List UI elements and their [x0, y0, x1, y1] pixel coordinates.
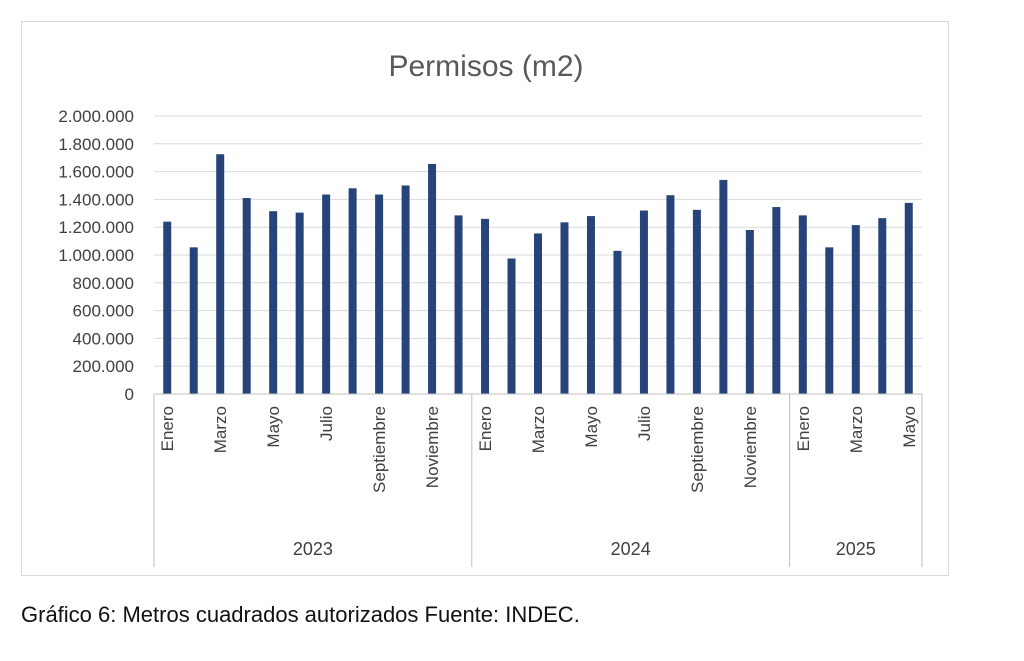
- bar: [904, 202, 913, 394]
- y-tick-label: 400.000: [73, 329, 134, 348]
- y-tick-label: 600.000: [73, 302, 134, 321]
- y-axis-ticks: 0 200.000 400.000 600.000 800.000 1.000.000 1.…: [58, 107, 134, 404]
- y-tick-label: 1.400.000: [58, 190, 134, 209]
- bar: [666, 195, 675, 394]
- x-tick-label: Noviembre: [741, 406, 760, 488]
- figure-caption: Gráfico 6: Metros cuadrados autorizados …: [21, 602, 580, 627]
- bar-chart: Permisos (m2) 0 200.000 400.000 600.000 800.…: [58, 50, 923, 567]
- x-axis-labels: Enero Marzo Mayo Julio Septiembre Noviembre 20…: [158, 406, 919, 559]
- bar: [375, 194, 384, 394]
- x-tick-label: Enero: [476, 406, 495, 451]
- x-tick-label: Julio: [635, 406, 654, 441]
- chart-frame: Permisos (m2) 0 200.000 400.000 600.000 800.…: [21, 21, 949, 576]
- bar: [242, 198, 251, 394]
- bar: [878, 218, 887, 394]
- bar: [454, 215, 463, 394]
- y-tick-label: 200.000: [73, 357, 134, 376]
- bar: [560, 222, 569, 394]
- bars: [163, 154, 913, 394]
- y-tick-label: 0: [125, 385, 134, 404]
- x-tick-label: Marzo: [847, 406, 866, 453]
- x-tick-label: Septiembre: [370, 406, 389, 493]
- bar: [613, 250, 622, 394]
- y-tick-label: 1.600.000: [58, 163, 134, 182]
- x-tick-label: Enero: [794, 406, 813, 451]
- y-tick-label: 800.000: [73, 274, 134, 293]
- bar: [348, 188, 357, 394]
- x-tick-label: Marzo: [211, 406, 230, 453]
- bar: [692, 209, 701, 394]
- y-tick-label: 1.800.000: [58, 135, 134, 154]
- y-tick-label: 1.000.000: [58, 246, 134, 265]
- bar: [798, 215, 807, 394]
- bar: [639, 210, 648, 394]
- x-tick-label: Julio: [317, 406, 336, 441]
- bar: [322, 194, 331, 394]
- bar: [269, 211, 278, 394]
- x-tick-label: Enero: [158, 406, 177, 451]
- y-tick-label: 1.200.000: [58, 218, 134, 237]
- bar: [401, 185, 410, 394]
- x-tick-label: Mayo: [582, 406, 601, 448]
- year-label: 2024: [611, 539, 651, 559]
- bar: [216, 154, 225, 394]
- chart-title: Permisos (m2): [388, 50, 583, 83]
- bar: [189, 247, 198, 394]
- x-axis: [153, 393, 923, 567]
- bar: [851, 225, 860, 394]
- bar: [772, 207, 781, 394]
- bar: [507, 258, 516, 394]
- year-label: 2025: [836, 539, 876, 559]
- bar: [534, 233, 542, 394]
- bar: [163, 221, 172, 394]
- bar: [825, 247, 834, 394]
- y-tick-label: 2.000.000: [58, 107, 134, 126]
- x-tick-label: Mayo: [264, 406, 283, 448]
- bar: [481, 218, 490, 394]
- bar: [745, 229, 754, 394]
- x-tick-label: Septiembre: [688, 406, 707, 493]
- bar: [719, 179, 728, 394]
- bar: [428, 163, 437, 394]
- x-tick-label: Mayo: [900, 406, 919, 448]
- x-tick-label: Noviembre: [423, 406, 442, 488]
- x-tick-label: Marzo: [529, 406, 548, 453]
- year-label: 2023: [293, 539, 333, 559]
- bar: [586, 216, 595, 394]
- bar: [295, 212, 304, 394]
